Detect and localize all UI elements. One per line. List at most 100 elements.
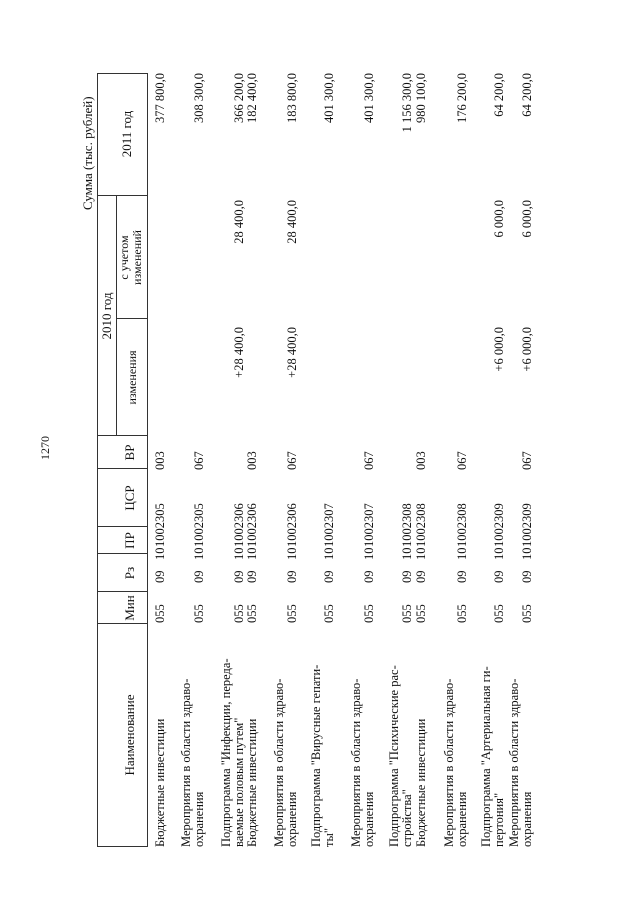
header-2011: 2011 год	[119, 110, 134, 158]
cell-change: +6 000,0	[492, 327, 506, 372]
cell-min: 055	[285, 604, 299, 623]
cell-min: 055	[245, 604, 259, 623]
cell-min: 055	[400, 604, 414, 623]
cell-change: +6 000,0	[520, 327, 534, 372]
cell-vr: 003	[245, 451, 259, 470]
row-name-line: охранения	[362, 791, 376, 847]
cell-rz: 09	[362, 570, 376, 584]
row-name: Мероприятия в области здраво-охранения	[272, 617, 299, 847]
header-min: Мин	[122, 595, 137, 621]
cell-with-changes: 6 000,0	[492, 200, 506, 238]
cell-vr: 067	[362, 451, 376, 470]
cell-csr: 1002306	[285, 503, 299, 547]
cell-pr: 10	[455, 547, 469, 561]
cell-with-changes: 28 400,0	[285, 200, 299, 244]
cell-vr: 067	[520, 451, 534, 470]
cell-min: 055	[153, 604, 167, 623]
cell-rz: 09	[400, 570, 414, 584]
cell-y2011: 401 300,0	[362, 73, 376, 123]
row-name-line: ты"	[322, 828, 336, 847]
cell-csr: 1002309	[492, 503, 506, 547]
cell-rz: 09	[492, 570, 506, 584]
header-with-changes-line2: изменений	[130, 230, 144, 285]
cell-vr: 067	[192, 451, 206, 470]
cell-csr: 1002309	[520, 503, 534, 547]
header-pr: ПР	[122, 532, 137, 549]
cell-csr: 1002307	[362, 503, 376, 547]
cell-y2011: 64 200,0	[492, 73, 506, 117]
cell-pr: 10	[400, 547, 414, 561]
cell-csr: 1002305	[192, 503, 206, 547]
row-name: Подпрограмма "Вирусные гепати-ты"	[309, 617, 336, 847]
row-name-line: Бюджетные инвестиции	[414, 718, 428, 847]
cell-y2011: 183 800,0	[285, 73, 299, 123]
cell-y2011: 308 300,0	[192, 73, 206, 123]
row-name-line: Бюджетные инвестиции	[153, 718, 167, 847]
cell-vr: 003	[153, 451, 167, 470]
cell-with-changes: 6 000,0	[520, 200, 534, 238]
header-vr: ВР	[122, 444, 137, 461]
cell-csr: 1002308	[400, 503, 414, 547]
header-name: Наименование	[122, 694, 137, 776]
row-name: Мероприятия в области здраво-охранения	[349, 617, 376, 847]
cell-pr: 10	[322, 547, 336, 561]
row-name-line: охранения	[192, 791, 206, 847]
cell-min: 055	[322, 604, 336, 623]
cell-pr: 10	[520, 547, 534, 561]
cell-change: +28 400,0	[285, 327, 299, 378]
cell-rz: 09	[322, 570, 336, 584]
cell-y2011: 176 200,0	[455, 73, 469, 123]
cell-pr: 10	[362, 547, 376, 561]
cell-min: 055	[362, 604, 376, 623]
cell-y2011: 64 200,0	[520, 73, 534, 117]
header-rz: Рз	[122, 566, 137, 580]
cell-csr: 1002306	[245, 503, 259, 547]
cell-csr: 1002308	[414, 503, 428, 547]
cell-y2011: 377 800,0	[153, 73, 167, 123]
header-csr: ЦСР	[122, 485, 137, 511]
row-name: Бюджетные инвестиции	[153, 617, 167, 847]
cell-min: 055	[520, 604, 534, 623]
cell-rz: 09	[455, 570, 469, 584]
cell-min: 055	[455, 604, 469, 623]
row-name: Мероприятия в области здраво-охранения	[442, 617, 469, 847]
cell-pr: 10	[153, 547, 167, 561]
units-caption: Сумма (тыс. рублей)	[80, 96, 95, 210]
header-with-changes: с учетом изменений	[117, 196, 144, 319]
row-name-line: Подпрограмма "Вирусные гепати-	[309, 664, 323, 847]
row-name: Бюджетные инвестиции	[414, 617, 428, 847]
cell-pr: 10	[414, 547, 428, 561]
cell-rz: 09	[153, 570, 167, 584]
cell-rz: 09	[414, 570, 428, 584]
cell-y2011: 401 300,0	[322, 73, 336, 123]
row-name: Мероприятия в области здраво-охранения	[507, 617, 534, 847]
cell-vr: 003	[414, 451, 428, 470]
row-name: Подпрограмма "Артериальная ги-пертония"	[479, 617, 506, 847]
cell-pr: 10	[192, 547, 206, 561]
row-name: Бюджетные инвестиции	[245, 617, 259, 847]
row-name-line: пертония"	[492, 792, 506, 847]
row-name: Подпрограмма "Инфекции, переда-ваемые по…	[219, 617, 246, 847]
row-name: Мероприятия в области здраво-охранения	[179, 617, 206, 847]
cell-min: 055	[492, 604, 506, 623]
cell-rz: 09	[192, 570, 206, 584]
cell-y2011: 182 400,0	[245, 73, 259, 123]
cell-pr: 10	[492, 547, 506, 561]
row-name: Подпрограмма "Психические рас-стройства"	[387, 617, 414, 847]
cell-csr: 1002308	[455, 503, 469, 547]
cell-rz: 09	[245, 570, 259, 584]
row-name-line: охранения	[520, 791, 534, 847]
table-header: Наименование Мин Рз ПР ЦСР ВР 2010 год и…	[97, 73, 148, 847]
cell-pr: 10	[285, 547, 299, 561]
cell-pr: 10	[245, 547, 259, 561]
cell-rz: 09	[285, 570, 299, 584]
cell-min: 055	[192, 604, 206, 623]
header-2010: 2010 год	[99, 292, 114, 340]
row-name-line: стройства"	[400, 789, 414, 847]
cell-vr: 067	[285, 451, 299, 470]
row-name-line: охранения	[455, 791, 469, 847]
row-name-line: Бюджетные инвестиции	[245, 718, 259, 847]
cell-y2011: 980 100,0	[414, 73, 428, 123]
cell-with-changes: 28 400,0	[232, 200, 246, 244]
